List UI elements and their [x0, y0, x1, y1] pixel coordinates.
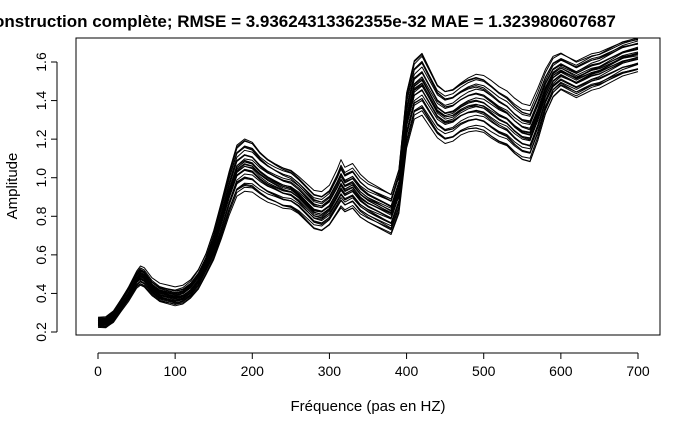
y-tick-label: 1.2 [33, 129, 49, 149]
series-line [97, 58, 639, 324]
series-line [97, 38, 639, 322]
x-axis: 0 100 200 300 400 500 600 700 [94, 352, 650, 379]
x-axis-label: Fréquence (pas en HZ) [290, 398, 445, 415]
y-tick-label: 0.8 [33, 206, 49, 226]
x-tick-label: 200 [241, 363, 265, 379]
x-tick-label: 700 [626, 363, 650, 379]
series-line [97, 47, 639, 320]
series-line [97, 56, 639, 324]
series-line [97, 48, 639, 323]
y-tick-label: 0.2 [33, 322, 49, 342]
series-line [97, 53, 639, 322]
y-tick-label: 1.4 [33, 91, 49, 111]
x-tick-label: 100 [163, 363, 187, 379]
chart-title: onstruction complète; RMSE = 3.936243133… [0, 12, 616, 31]
x-tick-label: 400 [395, 363, 419, 379]
series-line [97, 68, 639, 326]
plot-frame [75, 37, 661, 336]
series-line [97, 55, 639, 324]
series-line [97, 43, 639, 321]
series-line [97, 58, 639, 323]
series-line [97, 51, 639, 322]
series-line [97, 39, 639, 321]
y-axis-label: Amplitude [4, 153, 21, 220]
x-tick-label: 600 [549, 363, 573, 379]
x-tick-label: 300 [318, 363, 342, 379]
y-tick-label: 1.0 [33, 168, 49, 188]
series-line [97, 63, 639, 325]
series-layer [97, 38, 639, 329]
series-line [97, 58, 639, 326]
x-tick-label: 0 [94, 363, 102, 379]
y-tick-label: 0.6 [33, 245, 49, 265]
y-tick-label: 1.6 [33, 52, 49, 72]
y-axis: 0.2 0.4 0.6 0.8 1.0 1.2 1.4 1.6 [33, 52, 58, 342]
series-line [97, 42, 639, 319]
x-tick-label: 500 [472, 363, 496, 379]
y-tick-label: 0.4 [33, 283, 49, 303]
series-line [97, 38, 639, 318]
